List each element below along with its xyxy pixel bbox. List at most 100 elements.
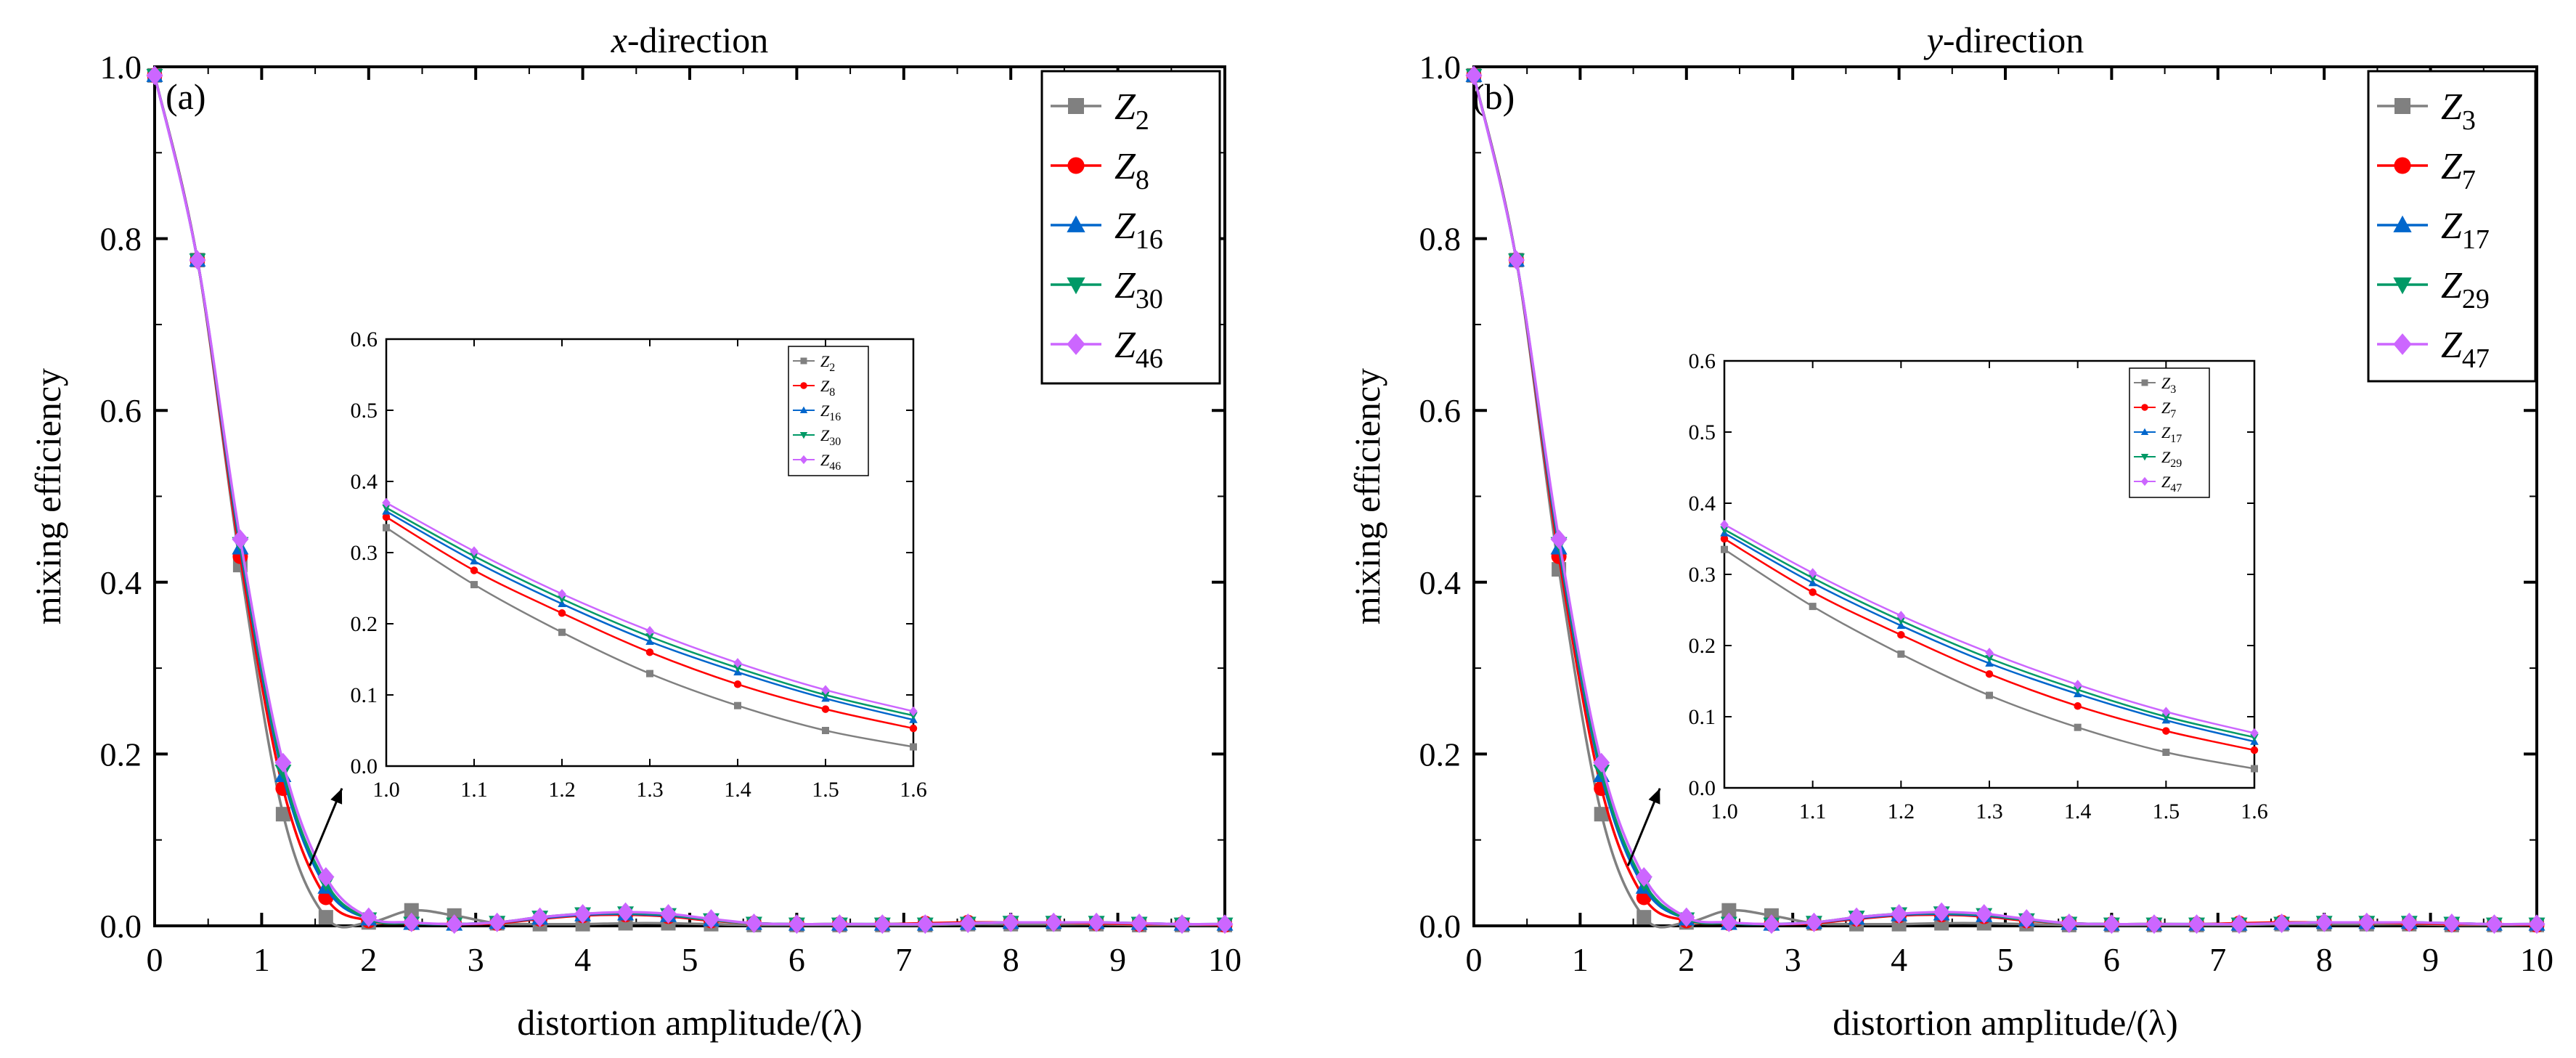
legend-entry-sub: 3 xyxy=(2462,105,2476,136)
inset-data-point-Z8 xyxy=(733,680,742,688)
data-point-Z46 xyxy=(531,907,549,927)
inset-data-point-Z29 xyxy=(1720,526,1729,534)
inset-data-point-Z17 xyxy=(1985,659,1994,667)
inset-legend-entry-sub: 30 xyxy=(829,436,841,448)
x-tick-label: 3 xyxy=(1785,941,1801,978)
inset-data-point-Z2 xyxy=(383,524,390,532)
inset-data-point-Z29 xyxy=(2161,713,2171,721)
inset-y-tick-label: 0.5 xyxy=(1689,420,1716,444)
data-point-Z47 xyxy=(2273,913,2291,933)
data-point-Z47 xyxy=(2528,914,2546,935)
y-tick-label: 1.0 xyxy=(1419,49,1462,86)
legend-entry-sub: 17 xyxy=(2462,224,2490,255)
inset-y-tick-label: 0.1 xyxy=(351,683,378,707)
inset-data-point-Z47 xyxy=(1808,568,1817,578)
inset-x-tick-label: 1.1 xyxy=(460,778,488,802)
x-tick-label: 1 xyxy=(1572,941,1589,978)
x-tick-label: 7 xyxy=(2209,941,2226,978)
inset-data-point-Z3 xyxy=(2162,749,2170,756)
data-point-Z3 xyxy=(1637,910,1652,925)
inset-x-tick-label: 1.4 xyxy=(724,778,751,802)
inset-legend-entry-name: Z xyxy=(820,426,830,444)
inset-legend-entry-name: Z xyxy=(2161,473,2171,491)
inset-data-point-Z46 xyxy=(558,589,566,599)
inset-y-tick-label: 0.6 xyxy=(351,327,378,351)
inset-legend-entry-sub: 16 xyxy=(829,411,841,423)
inset-data-point-Z16 xyxy=(470,556,478,565)
inset-legend-entry: Z30 xyxy=(820,426,841,448)
inset-x-tick-label: 1.0 xyxy=(372,778,400,802)
legend-entry-name: Z xyxy=(2441,86,2463,128)
x-tick-label: 10 xyxy=(2520,941,2553,978)
chart-title: y-direction xyxy=(1923,20,2084,60)
inset-legend-entry-name: Z xyxy=(820,451,830,469)
legend-entry-sub: 16 xyxy=(1136,224,1163,255)
y-tick-label: 0.0 xyxy=(100,908,142,945)
inset-data-point-Z8 xyxy=(909,724,918,733)
data-point-Z46 xyxy=(317,867,335,887)
inset-y-tick-label: 0.2 xyxy=(1689,634,1716,658)
inset-y-tick-label: 0.5 xyxy=(351,399,378,423)
inset-data-point-Z7 xyxy=(1720,534,1729,543)
y-axis-label: mixing efficiency xyxy=(28,368,68,624)
data-point-Z47 xyxy=(2061,913,2078,933)
inset-data-point-Z2 xyxy=(470,581,478,589)
legend-entry-sub: 8 xyxy=(1136,165,1149,195)
x-tick-label: 4 xyxy=(1891,941,1907,978)
inset-legend-entry-name: Z xyxy=(820,402,830,420)
inset-data-point-Z47 xyxy=(1985,648,1994,658)
y-tick-label: 0.4 xyxy=(1419,564,1462,601)
inset-x-tick-label: 1.2 xyxy=(548,778,576,802)
x-tick-label: 0 xyxy=(1466,941,1483,978)
inset-data-point-Z29 xyxy=(2073,686,2082,694)
chart-title-var: y xyxy=(1923,20,1944,60)
inset-data-point-Z7 xyxy=(2162,727,2170,735)
data-point-Z46 xyxy=(146,65,163,86)
inset-legend-entry: Z7 xyxy=(2161,399,2176,420)
inset-legend-entry: Z46 xyxy=(820,451,841,473)
inset-data-point-Z3 xyxy=(1897,650,1905,658)
x-tick-label: 4 xyxy=(574,941,591,978)
x-axis-label: distortion amplitude/(λ) xyxy=(517,1002,863,1043)
y-tick-label: 0.4 xyxy=(100,564,142,601)
data-point-Z46 xyxy=(831,914,848,935)
data-point-Z47 xyxy=(1550,529,1568,550)
inset-data-point-Z8 xyxy=(470,566,478,574)
inset-y-tick-label: 0.4 xyxy=(1689,492,1716,516)
data-point-Z46 xyxy=(916,914,934,935)
data-point-Z46 xyxy=(617,902,635,922)
inset-legend-marker xyxy=(800,357,807,365)
inset-data-point-Z47 xyxy=(1896,611,1906,621)
inset-legend-entry-name: Z xyxy=(2161,423,2171,441)
inset-y-tick-label: 0.1 xyxy=(1689,705,1716,729)
inset-data-point-Z3 xyxy=(2074,723,2082,731)
y-tick-label: 0.2 xyxy=(1419,736,1462,773)
inset-data-point-Z47 xyxy=(2250,728,2259,738)
inset-data-point-Z30 xyxy=(382,504,391,513)
inset-legend-entry-name: Z xyxy=(2161,448,2171,466)
x-tick-label: 8 xyxy=(2316,941,2333,978)
y-tick-label: 0.6 xyxy=(1419,392,1462,429)
data-point-Z2 xyxy=(404,903,419,918)
legend-entry-sub: 46 xyxy=(1136,343,1163,374)
inset-data-point-Z8 xyxy=(645,648,654,656)
legend-marker xyxy=(1068,98,1084,114)
legend-entry: Z30 xyxy=(1114,265,1163,314)
inset-data-point-Z7 xyxy=(2250,746,2259,754)
inset-legend-entry: Z3 xyxy=(2161,374,2176,396)
legend-entry-name: Z xyxy=(1114,325,1136,366)
data-point-Z46 xyxy=(232,529,249,550)
inset-legend-marker xyxy=(799,406,808,414)
x-tick-label: 9 xyxy=(2422,941,2439,978)
legend-entry: Z17 xyxy=(2441,206,2490,255)
legend-entry: Z47 xyxy=(2441,325,2490,374)
data-point-Z46 xyxy=(274,752,292,773)
inset-legend-entry: Z2 xyxy=(820,352,835,374)
inset-legend-entry-name: Z xyxy=(820,352,830,370)
legend-entry-name: Z xyxy=(2441,146,2463,187)
legend-entry: Z3 xyxy=(2441,86,2476,136)
x-tick-label: 7 xyxy=(895,941,912,978)
legend-marker xyxy=(2394,98,2410,114)
inset-legend-entry: Z47 xyxy=(2161,473,2182,495)
